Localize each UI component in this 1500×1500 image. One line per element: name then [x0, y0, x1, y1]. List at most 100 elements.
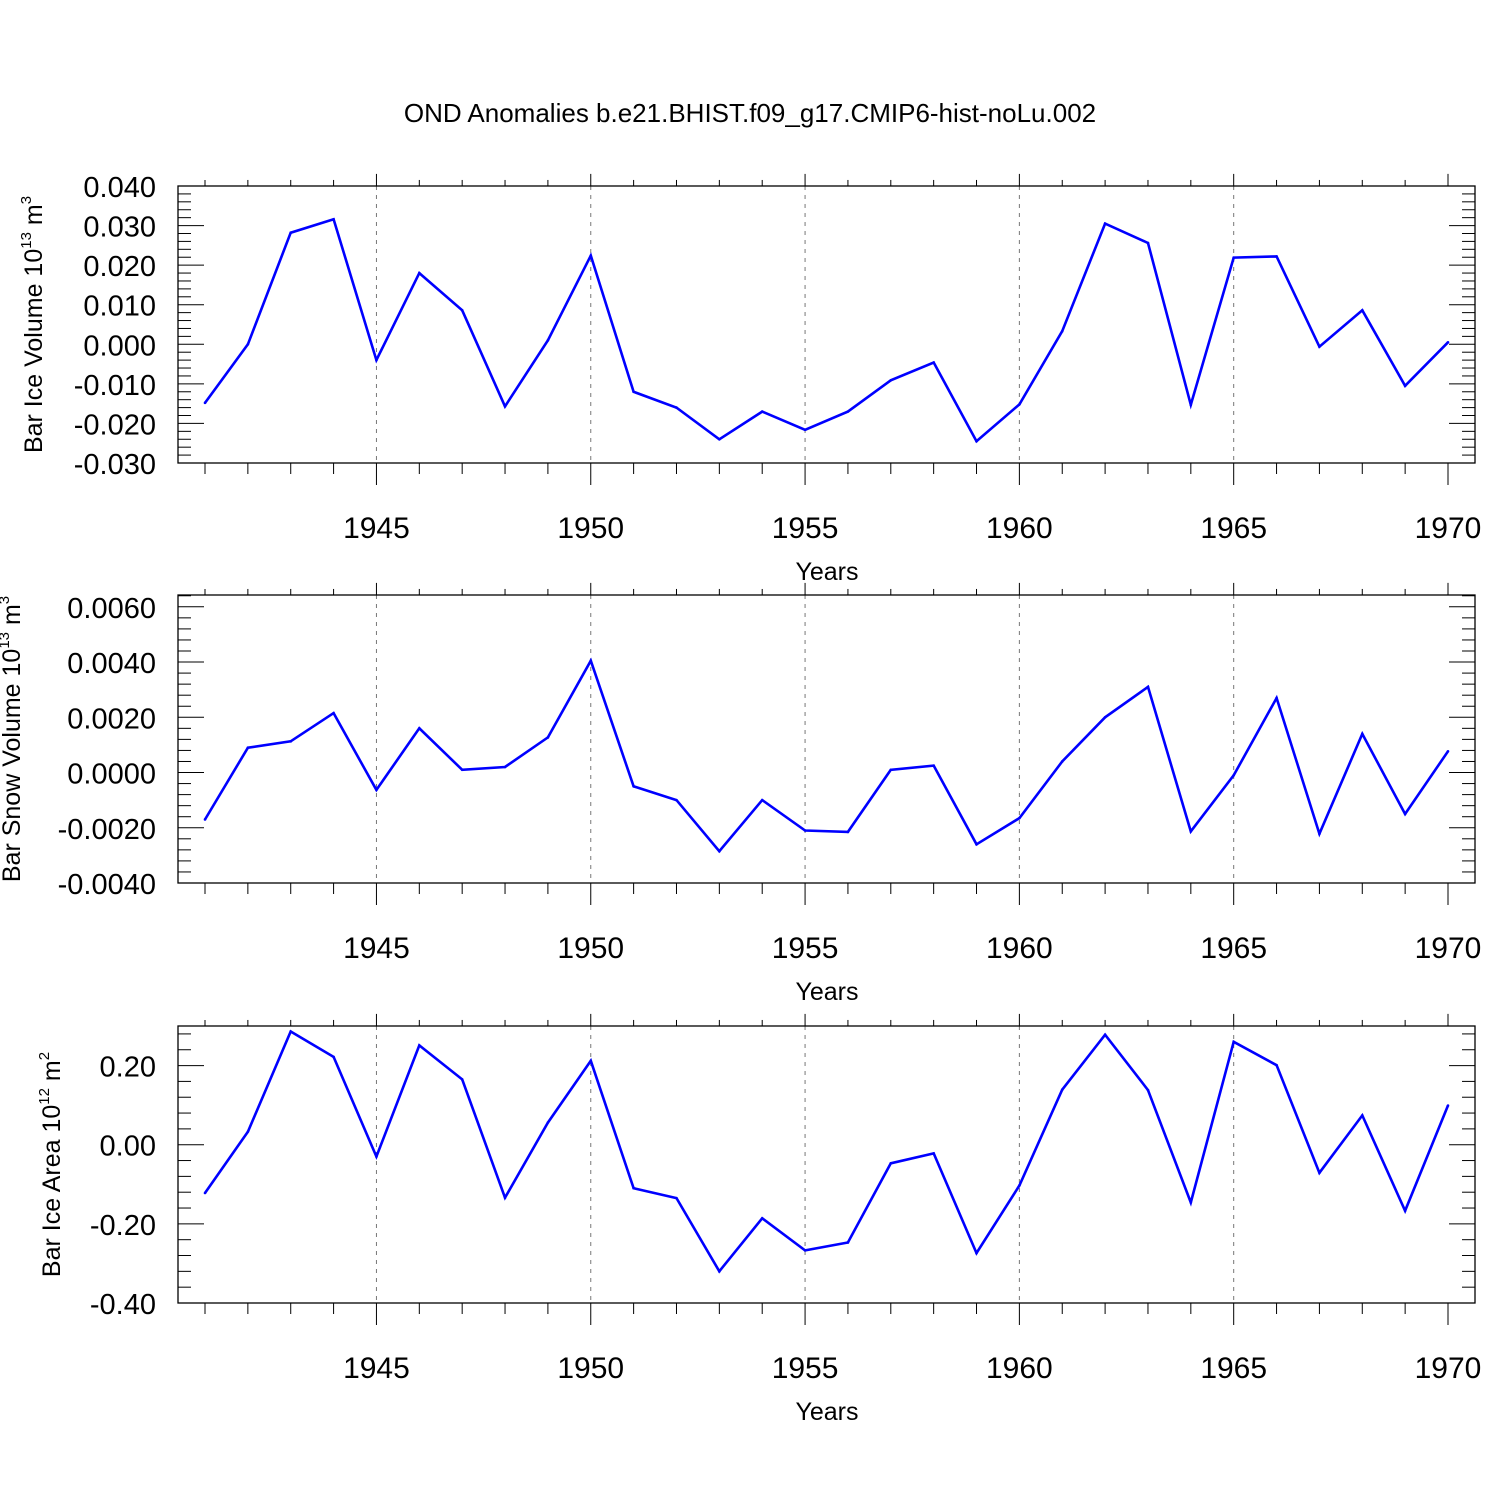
- data-point: [203, 1191, 207, 1195]
- x-tick-label: 1950: [557, 512, 624, 545]
- y-tick-label: -0.030: [74, 449, 156, 481]
- x-tick-label: 1945: [343, 1352, 410, 1385]
- chart-panel-1: 0.040 0.030 0.020 0.010 0.000 -0.010 -0.020 -0.…: [18, 172, 1481, 586]
- data-point: [718, 437, 721, 441]
- data-point: [1275, 1063, 1278, 1067]
- data-point: [332, 711, 335, 715]
- x-tick-label: 1950: [557, 1352, 624, 1385]
- data-point: [375, 358, 378, 362]
- chart-panel-2: 0.0060 0.0040 0.0020 0.0000 -0.0020 -0.0040 19…: [0, 582, 1481, 1006]
- y-axis-label-unit: m: [20, 204, 48, 232]
- data-point: [975, 1251, 978, 1255]
- plot-frame: [177, 594, 1476, 884]
- data-point: [203, 818, 207, 821]
- data-point: [846, 1241, 850, 1244]
- data-point: [375, 1155, 378, 1158]
- x-tick-label: 1945: [343, 932, 410, 965]
- data-point: [546, 736, 550, 739]
- data-point: [1189, 830, 1193, 833]
- data-point: [418, 727, 421, 730]
- data-point: [675, 798, 678, 802]
- data-point: [889, 768, 893, 772]
- y-tick-label: 0.0000: [67, 759, 156, 791]
- data-point: [1189, 403, 1193, 407]
- data-point: [1018, 816, 1021, 820]
- y-axis-label-sup: 13: [0, 632, 13, 649]
- y-axis-label-main: Bar Ice Volume 10: [20, 249, 48, 453]
- data-point: [1232, 256, 1235, 259]
- data-point: [460, 1078, 464, 1081]
- data-point: [632, 785, 635, 788]
- y-tick-label: -0.0040: [58, 869, 156, 901]
- data-point: [1318, 1171, 1321, 1175]
- y-tick-label: 0.020: [83, 251, 156, 283]
- y-tick-label: -0.010: [74, 370, 156, 402]
- plot-frame: [177, 185, 1476, 464]
- x-tick-label: 1955: [772, 1352, 839, 1385]
- data-point: [289, 740, 293, 743]
- data-point: [803, 829, 807, 832]
- data-point: [975, 439, 978, 443]
- y-axis-label-sup: 13: [18, 232, 35, 249]
- data-point: [418, 271, 421, 275]
- data-point: [1018, 403, 1021, 406]
- data-point: [846, 830, 850, 834]
- data-point: [1018, 1184, 1021, 1187]
- data-point: [1146, 1088, 1150, 1092]
- y-tick-label: 0.0020: [67, 703, 156, 735]
- data-point: [846, 410, 850, 413]
- x-tick-label: 1970: [1415, 512, 1482, 545]
- data-point: [718, 1270, 721, 1273]
- data-point: [1103, 1033, 1107, 1037]
- y-axis-label-unit: m: [0, 604, 26, 632]
- data-point: [1275, 696, 1278, 700]
- data-point: [503, 765, 507, 769]
- y-tick-label: 0.010: [83, 291, 156, 323]
- x-axis-label: Years: [795, 1398, 858, 1426]
- x-tick-label: 1955: [772, 932, 839, 965]
- data-point: [503, 1196, 507, 1200]
- data-point: [1360, 1114, 1364, 1117]
- data-point: [589, 254, 593, 257]
- data-point: [932, 361, 935, 364]
- data-point: [803, 428, 807, 432]
- x-tick-label: 1950: [557, 932, 624, 965]
- data-point: [1060, 329, 1064, 333]
- data-point: [1060, 1088, 1064, 1092]
- data-point: [289, 1030, 293, 1033]
- y-tick-label: 0.000: [83, 330, 156, 362]
- x-tick-label: 1960: [986, 1352, 1053, 1385]
- y-tick-label: 0.030: [83, 212, 156, 244]
- data-point: [1446, 1104, 1450, 1107]
- data-point: [1275, 255, 1278, 258]
- data-point: [1403, 1209, 1407, 1213]
- data-point: [932, 764, 935, 767]
- chart-panel-3: 0.20 0.00 -0.20 -0.40 1945 1950 1955 1960 1965 19…: [36, 1013, 1482, 1426]
- x-tick-label: 1960: [986, 932, 1053, 965]
- data-point: [1403, 384, 1407, 388]
- data-point: [460, 308, 464, 312]
- data-point: [203, 401, 207, 405]
- data-point: [1360, 308, 1364, 312]
- data-point: [975, 843, 978, 846]
- data-point: [889, 1162, 893, 1165]
- x-tick-label: 1970: [1415, 1352, 1482, 1385]
- data-point: [375, 788, 378, 792]
- data-point: [1360, 732, 1364, 736]
- data-point: [589, 659, 593, 662]
- y-tick-label: 0.20: [100, 1052, 156, 1084]
- data-point: [675, 1196, 678, 1200]
- y-axis-label-main: Bar Ice Area 10: [38, 1105, 66, 1277]
- series-line: [203, 217, 1449, 444]
- x-tick-label: 1960: [986, 512, 1053, 545]
- data-point: [503, 405, 507, 408]
- data-point: [1446, 341, 1450, 344]
- data-point: [760, 410, 764, 413]
- data-point: [760, 1217, 764, 1220]
- data-point: [632, 1186, 635, 1190]
- x-tick-label: 1955: [772, 512, 839, 545]
- chart-title: OND Anomalies b.e21.BHIST.f09_g17.CMIP6-…: [403, 98, 1097, 128]
- series-line: [203, 1029, 1450, 1274]
- data-point: [760, 798, 764, 802]
